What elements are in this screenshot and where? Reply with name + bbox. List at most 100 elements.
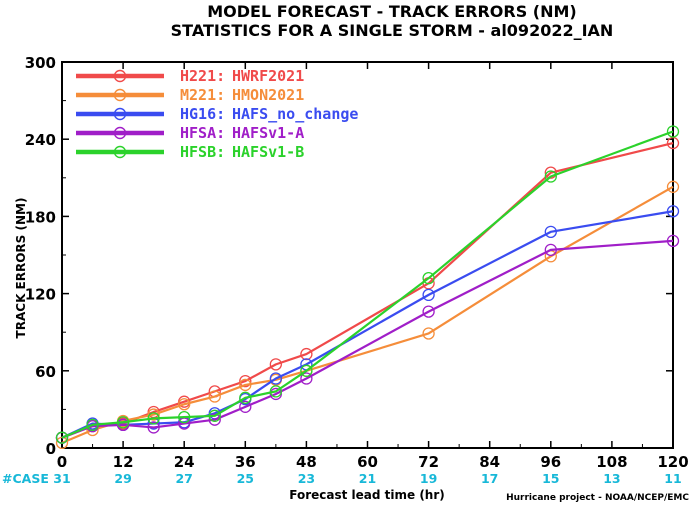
y-axis-label: TRACK ERRORS (NM) <box>14 198 28 339</box>
legend-series-name: M221: <box>180 86 225 104</box>
series-4 <box>55 125 680 444</box>
data-point <box>666 234 680 247</box>
legend-series-desc: HWRF2021 <box>232 67 304 85</box>
x-tick-label: 96 <box>540 453 561 471</box>
series-0 <box>55 136 680 444</box>
case-count: 13 <box>603 471 620 486</box>
legend-item: HG16: HAFS_no_change <box>76 105 358 123</box>
data-point <box>178 398 191 411</box>
legend-series-name: HG16: <box>180 105 225 123</box>
x-tick-label: 120 <box>657 453 688 471</box>
case-count: 11 <box>664 471 681 486</box>
x-tick-label: 0 <box>57 453 67 471</box>
case-count: 17 <box>481 471 498 486</box>
y-tick-label: 0 <box>46 440 56 458</box>
data-point <box>239 391 252 404</box>
x-tick-label: 72 <box>418 453 439 471</box>
legend: H221: HWRF2021 M221: HMON2021 HG16: HAFS_no_c… <box>76 67 358 161</box>
data-point <box>269 358 283 371</box>
legend-marker <box>113 126 127 140</box>
data-point <box>55 431 69 444</box>
data-point <box>208 413 221 426</box>
legend-marker <box>113 88 127 102</box>
legend-marker <box>113 145 127 159</box>
data-point <box>239 400 252 413</box>
case-count: 31 <box>53 471 70 486</box>
data-point <box>544 166 557 179</box>
data-point <box>178 410 191 424</box>
case-count: 15 <box>542 471 559 486</box>
x-tick-label: 84 <box>479 453 500 471</box>
data-point <box>422 288 435 302</box>
chart-titles: MODEL FORECAST - TRACK ERRORS (NM) STATI… <box>171 2 614 40</box>
data-point <box>300 364 313 377</box>
legend-item: H221: HWRF2021 <box>76 67 304 85</box>
chart-title: MODEL FORECAST - TRACK ERRORS (NM) <box>207 2 576 21</box>
data-point <box>300 372 313 385</box>
case-count: 27 <box>175 471 192 486</box>
series-line <box>61 185 674 444</box>
data-point <box>666 180 680 193</box>
x-axis-label: Forecast lead time (hr) <box>289 488 445 502</box>
series-layer <box>55 125 680 450</box>
data-point <box>666 125 680 138</box>
data-point <box>208 409 221 422</box>
legend-series-desc: HMON2021 <box>232 86 304 104</box>
data-point <box>116 416 130 429</box>
data-point <box>269 372 283 385</box>
y-tick-label: 120 <box>25 286 56 304</box>
legend-item: HFSB: HAFSv1-B <box>76 143 304 161</box>
legend-series-name: HFSA: <box>180 124 225 142</box>
legend-series-desc: HAFSv1-B <box>232 143 304 161</box>
y-tick-label: 60 <box>35 363 56 381</box>
data-point <box>300 347 313 361</box>
data-point <box>422 305 435 318</box>
data-point <box>422 272 435 285</box>
data-point <box>147 412 160 425</box>
data-point <box>86 418 99 431</box>
series-line <box>61 239 674 439</box>
x-tick-label: 24 <box>174 453 195 471</box>
legend-marker <box>113 107 127 121</box>
y-tick-label: 300 <box>25 54 56 72</box>
x-tick-label: 36 <box>235 453 256 471</box>
y-tick-label: 180 <box>25 208 56 226</box>
case-count: 25 <box>237 471 254 486</box>
legend-series-name: H221: <box>180 67 225 85</box>
data-point <box>269 385 283 398</box>
case-label: #CASE <box>2 471 49 486</box>
case-count: 29 <box>114 471 131 486</box>
data-point <box>544 225 557 238</box>
legend-item: M221: HMON2021 <box>76 86 304 104</box>
case-count: 23 <box>298 471 315 486</box>
data-point <box>239 378 252 392</box>
data-point <box>147 408 160 421</box>
legend-marker <box>113 69 127 83</box>
data-point <box>208 390 221 403</box>
data-point <box>666 205 680 218</box>
plot-frame <box>61 61 674 449</box>
series-line <box>61 130 674 439</box>
credit-text: Hurricane project - NOAA/NCEP/EMC <box>506 493 689 503</box>
data-point <box>544 170 557 183</box>
series-3 <box>55 234 680 444</box>
data-point <box>544 243 557 257</box>
x-tick-label: 108 <box>596 453 627 471</box>
case-count: 19 <box>420 471 437 486</box>
data-point <box>422 327 435 340</box>
x-tick-label: 12 <box>113 453 134 471</box>
legend-series-name: HFSB: <box>180 143 225 161</box>
case-count: 21 <box>359 471 376 486</box>
data-point <box>147 421 160 434</box>
legend-item: HFSA: HAFSv1-A <box>76 124 304 142</box>
series-line <box>61 141 674 439</box>
x-tick-labels: 0 12 24 36 48 60 72 84 96 108 120 <box>57 453 689 471</box>
legend-series-desc: HAFS_no_change <box>232 105 358 123</box>
chart-subtitle: STATISTICS FOR A SINGLE STORM - al092022… <box>171 21 614 40</box>
x-tick-label: 48 <box>296 453 317 471</box>
case-count-row: #CASE 31 29 27 25 23 21 19 17 15 13 11 <box>2 471 682 486</box>
data-point <box>239 374 252 388</box>
x-tick-label: 60 <box>357 453 378 471</box>
y-tick-label: 240 <box>25 131 56 149</box>
